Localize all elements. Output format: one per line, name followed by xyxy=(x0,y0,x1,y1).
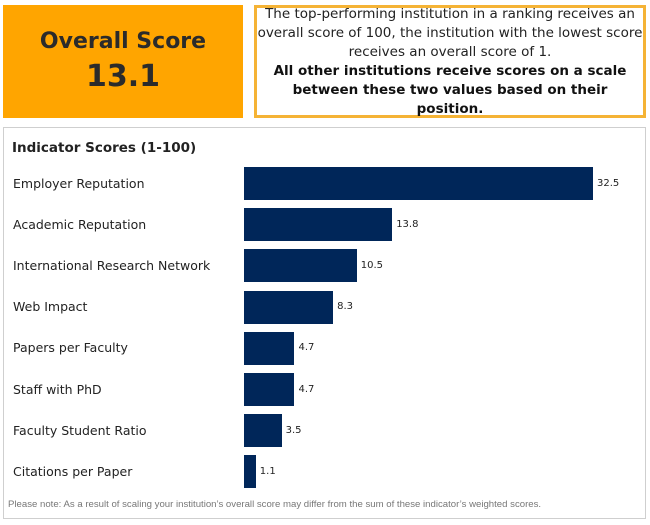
indicator-bar xyxy=(244,290,334,324)
overall-score-title: Overall Score xyxy=(39,28,207,54)
indicator-bar xyxy=(244,331,295,365)
info-line: The top-performing institution in a rank… xyxy=(265,5,635,22)
overall-score-card: Overall Score 13.1 xyxy=(3,5,243,118)
info-bold-line: between these two values based on their … xyxy=(292,81,608,117)
indicator-label: Academic Reputation xyxy=(13,216,147,232)
indicator-bar xyxy=(244,249,357,283)
info-bold-line: All other institutions receive scores on… xyxy=(273,62,627,79)
indicator-value-label: 1.1 xyxy=(259,465,276,477)
info-line: overall score of 100, the institution wi… xyxy=(257,24,643,41)
indicator-value-label: 32.5 xyxy=(597,177,620,189)
chart-title: Indicator Scores (1-100) xyxy=(12,140,197,156)
indicator-value-label: 8.3 xyxy=(337,301,354,313)
scoring-explanation-box: The top-performing institution in a rank… xyxy=(254,5,646,118)
indicator-value-label: 4.7 xyxy=(298,342,315,354)
overall-score-value: 13.1 xyxy=(85,58,161,94)
indicator-value-label: 13.8 xyxy=(396,218,419,230)
indicator-value-label: 4.7 xyxy=(298,383,315,395)
indicator-value-label: 10.5 xyxy=(360,259,384,271)
indicator-bar xyxy=(244,414,282,448)
indicator-label: Web Impact xyxy=(13,299,88,315)
indicator-label: Faculty Student Ratio xyxy=(13,422,147,438)
indicator-label: International Research Network xyxy=(13,257,211,273)
indicator-scores-panel: Indicator Scores (1-100) Employer Reputa… xyxy=(3,127,646,519)
indicator-label: Employer Reputation xyxy=(13,175,145,191)
indicator-bar xyxy=(244,373,295,406)
indicator-value-label: 3.5 xyxy=(285,424,302,436)
indicator-label: Citations per Paper xyxy=(13,463,133,479)
indicator-label: Staff with PhD xyxy=(13,381,102,397)
indicator-bar xyxy=(244,208,393,242)
scaling-note: Please note: As a result of scaling your… xyxy=(8,499,542,510)
indicator-label: Papers per Faculty xyxy=(13,340,128,356)
info-line: receives an overall score of 1. xyxy=(348,43,552,60)
indicator-bar xyxy=(244,455,256,489)
indicator-bar xyxy=(244,167,593,200)
